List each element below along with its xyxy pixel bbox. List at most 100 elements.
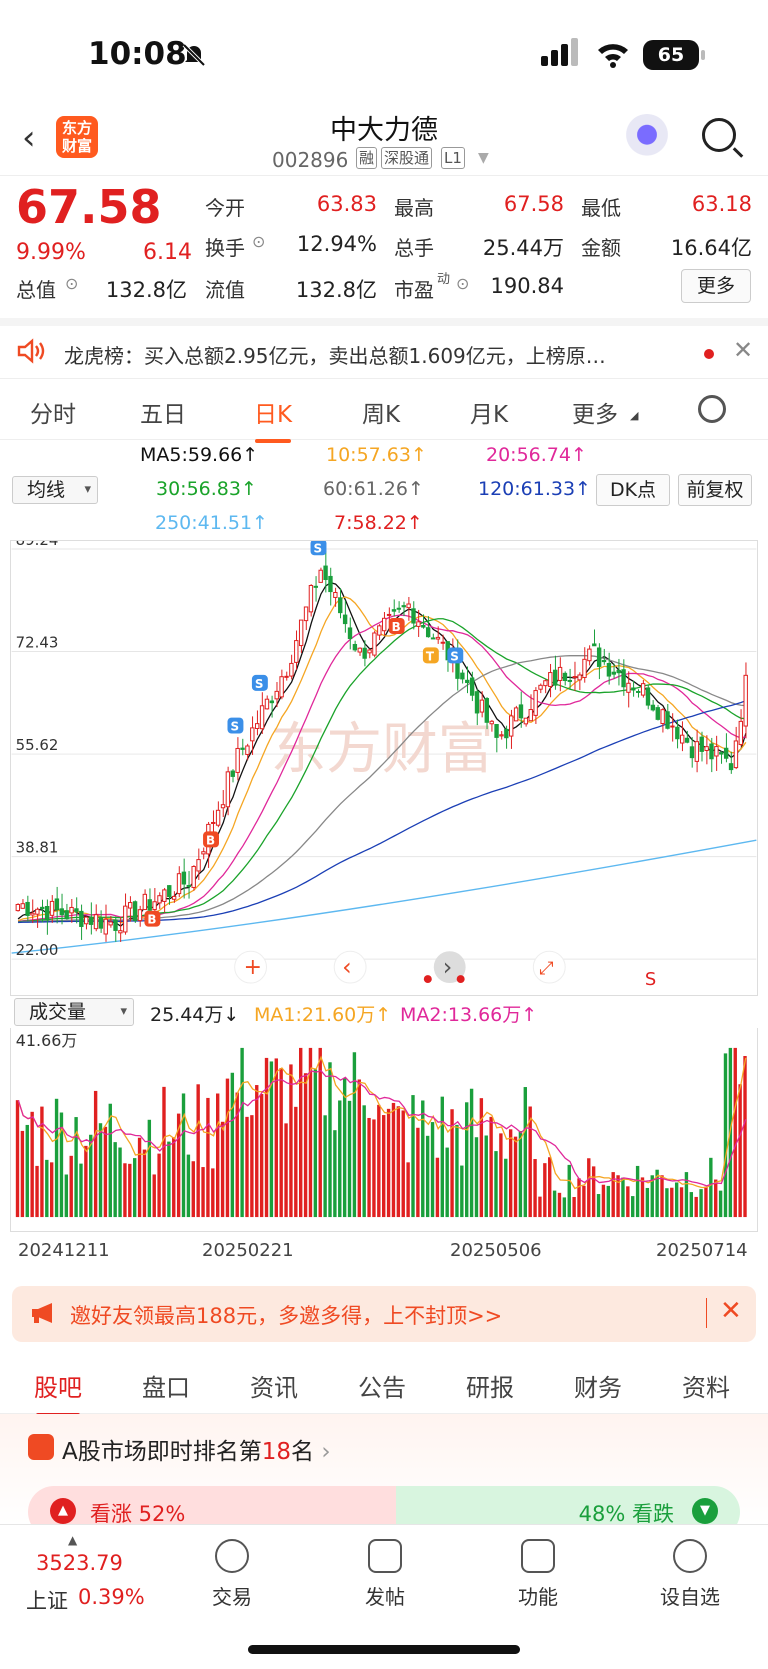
expand-icon[interactable] <box>532 950 566 984</box>
volume-select[interactable]: 成交量 <box>14 998 134 1026</box>
tab-more[interactable]: 更多 <box>572 402 618 428</box>
invite-banner[interactable]: 邀好友领最高188元，多邀多得，上不封顶>> ✕ <box>12 1286 756 1342</box>
volume-bar <box>572 1197 576 1218</box>
nav-trade[interactable]: 交易 <box>172 1539 292 1610</box>
date-label: 20250506 <box>450 1240 542 1261</box>
info-icon[interactable]: ⊙ <box>65 274 79 293</box>
candle-body <box>162 889 167 902</box>
candle-body <box>142 893 148 911</box>
change-percent: 9.99% <box>16 240 86 265</box>
volume-bar <box>157 1153 161 1218</box>
label-open: 今开 <box>205 196 245 220</box>
dk-point-button[interactable]: DK点 <box>596 474 670 506</box>
info-icon[interactable]: ⊙ <box>252 232 266 251</box>
volume-bar <box>103 1126 108 1218</box>
volume-bar <box>499 1133 503 1218</box>
value-volume: 25.44万 <box>482 236 564 260</box>
candle-body <box>386 613 392 616</box>
candle-body <box>211 821 216 824</box>
tab-news[interactable]: 资讯 <box>250 1374 298 1402</box>
candle-body <box>93 914 99 930</box>
candle-body <box>626 682 631 693</box>
candle-body <box>318 569 323 583</box>
chevron-down-icon[interactable]: ▼ <box>478 150 489 166</box>
value-low: 63.18 <box>691 192 752 216</box>
volume-bar <box>582 1185 586 1218</box>
ma-legend: 均线 MA5:59.66↑ 10:57.63↑ 20:56.74↑ 30:56.… <box>0 440 768 540</box>
edit-icon <box>368 1539 402 1573</box>
volume-bar <box>709 1157 713 1218</box>
tab-research[interactable]: 研报 <box>466 1374 514 1402</box>
tab-weekly[interactable]: 周K <box>362 402 401 428</box>
tab-forum[interactable]: 股吧 <box>34 1368 82 1417</box>
indicator-select[interactable]: 均线 <box>12 476 98 504</box>
volume-bar <box>738 1084 742 1218</box>
volume-bar <box>362 1105 366 1218</box>
volume-bar <box>64 1174 69 1218</box>
tab-announcements[interactable]: 公告 <box>358 1374 406 1402</box>
candle-body <box>49 900 55 916</box>
assistant-robot-icon[interactable] <box>624 114 670 160</box>
tab-financials[interactable]: 财务 <box>574 1374 622 1402</box>
candle-body <box>606 662 612 677</box>
nav-watchlist[interactable]: 设自选 <box>630 1539 750 1610</box>
volume-bar <box>15 1100 20 1218</box>
dragon-tiger-notice[interactable]: 龙虎榜：买入总额2.95亿元，卖出总额1.609亿元，上榜原… ✕ <box>0 318 768 378</box>
volume-max-label: 41.66万 <box>16 1031 77 1050</box>
info-icon[interactable]: ⊙ <box>456 274 470 293</box>
candle-body <box>660 709 665 725</box>
date-label: 20250714 <box>656 1240 748 1261</box>
candle-body <box>675 726 680 740</box>
volume-bar <box>211 1168 215 1218</box>
market-rank-card[interactable]: A股市场即时排名第18名 › ▲ 看涨 52% 48% 看跌 ▼ <box>0 1414 768 1538</box>
tab-profile[interactable]: 资料 <box>682 1374 730 1402</box>
app-logo[interactable]: 东方 财富 <box>56 116 98 158</box>
volume-bar <box>489 1116 493 1218</box>
nav-functions[interactable]: 功能 <box>478 1539 598 1610</box>
tab-daily[interactable]: 日K <box>254 395 292 443</box>
candle-body <box>254 723 260 729</box>
close-icon[interactable]: ✕ <box>720 1296 742 1326</box>
tab-five-day[interactable]: 五日 <box>140 402 186 428</box>
volume-bar <box>333 1130 337 1218</box>
volume-bar <box>162 1086 166 1218</box>
candle-body <box>108 921 113 926</box>
date-axis: 20241211 20250221 20250506 20250714 <box>0 1232 768 1270</box>
candle-body <box>499 734 504 737</box>
candle-body <box>269 700 275 704</box>
close-icon[interactable]: ✕ <box>733 336 754 364</box>
volume-bar <box>689 1192 694 1218</box>
more-button[interactable]: 更多 <box>681 269 751 303</box>
candle-body <box>113 919 118 931</box>
bottom-nav: ▲ 3523.79 上证 0.39% 交易 发帖 功能 设自选 <box>0 1524 768 1669</box>
volume-value: 25.44万↓ <box>150 1004 240 1026</box>
tag-margin: 融 <box>356 147 378 169</box>
back-icon[interactable]: ‹ <box>22 118 36 158</box>
volume-bar <box>743 1055 747 1218</box>
zoom-in-icon[interactable] <box>234 950 268 984</box>
volume-bar <box>98 1123 103 1218</box>
volume-bar <box>469 1088 474 1218</box>
volume-bar <box>562 1197 567 1218</box>
adjust-button[interactable]: 前复权 <box>678 474 752 506</box>
volume-bar <box>323 1115 327 1218</box>
chevron-left-icon[interactable] <box>333 950 367 984</box>
svg-text:S: S <box>230 720 239 734</box>
search-icon[interactable] <box>702 118 736 152</box>
gear-icon[interactable] <box>698 395 726 423</box>
yuan-icon <box>215 1539 249 1573</box>
candle-body <box>631 687 636 691</box>
value-amount: 16.64亿 <box>670 236 752 260</box>
volume-bar <box>259 1094 264 1218</box>
index-name: 上证 <box>26 1589 68 1613</box>
volume-bar <box>548 1157 552 1218</box>
volume-bar <box>137 1137 142 1218</box>
tab-orderbook[interactable]: 盘口 <box>142 1374 190 1402</box>
nav-post[interactable]: 发帖 <box>325 1539 445 1610</box>
tab-monthly[interactable]: 月K <box>470 402 509 428</box>
volume-bar <box>611 1172 615 1218</box>
tab-intraday[interactable]: 分时 <box>30 402 76 428</box>
chevron-right-icon[interactable] <box>433 951 466 984</box>
volume-ma-line <box>17 1055 747 1190</box>
